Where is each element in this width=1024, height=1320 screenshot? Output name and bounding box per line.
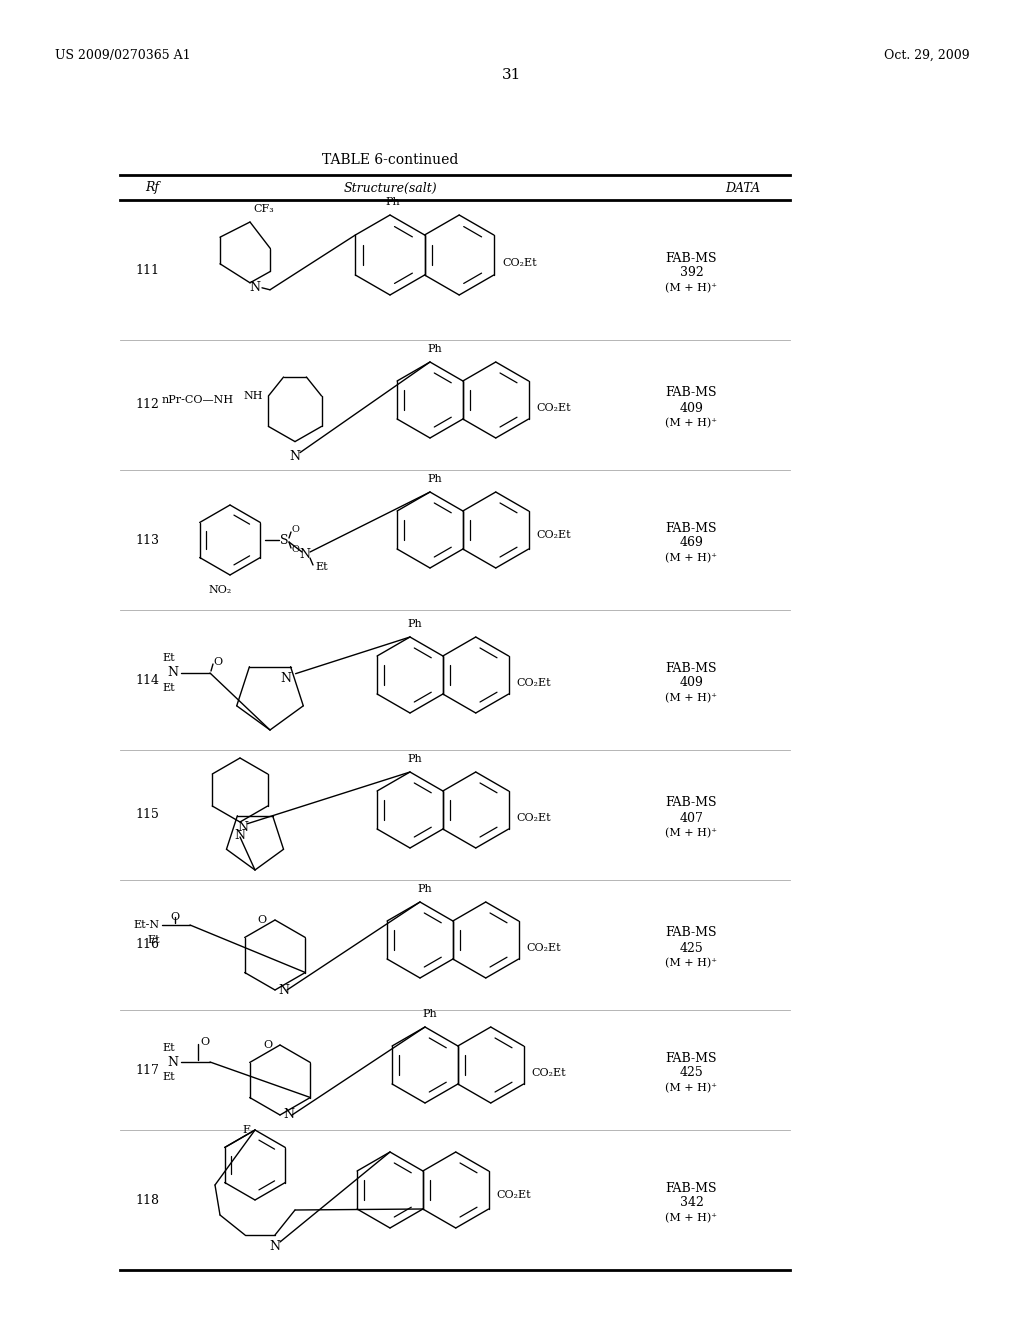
Text: 115: 115 <box>135 808 159 821</box>
Text: 409: 409 <box>680 676 703 689</box>
Text: NH: NH <box>244 391 263 401</box>
Text: nPr-CO—NH: nPr-CO—NH <box>162 395 234 405</box>
Text: N: N <box>269 1239 281 1253</box>
Text: 112: 112 <box>135 399 159 412</box>
Text: CO₂Et: CO₂Et <box>526 942 561 953</box>
Text: 116: 116 <box>135 939 159 952</box>
Text: DATA: DATA <box>725 181 760 194</box>
Text: (M + H)⁺: (M + H)⁺ <box>665 418 717 428</box>
Text: FAB-MS: FAB-MS <box>665 796 717 809</box>
Text: S: S <box>280 533 289 546</box>
Text: 342: 342 <box>680 1196 703 1209</box>
Text: Et: Et <box>163 1043 175 1053</box>
Text: Et: Et <box>147 935 160 945</box>
Text: O: O <box>292 525 300 535</box>
Text: O: O <box>213 657 222 667</box>
Text: O: O <box>258 915 267 925</box>
Text: 113: 113 <box>135 533 159 546</box>
Text: CO₂Et: CO₂Et <box>537 531 571 540</box>
Text: N: N <box>299 549 310 561</box>
Text: F: F <box>243 1125 250 1135</box>
Text: 118: 118 <box>135 1193 159 1206</box>
Text: N: N <box>167 1056 178 1068</box>
Text: 111: 111 <box>135 264 159 276</box>
Text: Structure(salt): Structure(salt) <box>343 181 437 194</box>
Text: 469: 469 <box>680 536 703 549</box>
Text: 117: 117 <box>135 1064 159 1077</box>
Text: Ph: Ph <box>407 754 422 764</box>
Text: 114: 114 <box>135 673 159 686</box>
Text: Et: Et <box>315 562 328 572</box>
Text: CO₂Et: CO₂Et <box>517 813 551 822</box>
Text: CO₂Et: CO₂Et <box>517 678 551 688</box>
Text: 425: 425 <box>680 1067 703 1080</box>
Text: US 2009/0270365 A1: US 2009/0270365 A1 <box>55 49 190 62</box>
Text: CO₂Et: CO₂Et <box>531 1068 566 1078</box>
Text: N: N <box>283 1109 294 1122</box>
Text: FAB-MS: FAB-MS <box>665 661 717 675</box>
Text: O: O <box>170 912 179 921</box>
Text: Rf: Rf <box>145 181 159 194</box>
Text: Et: Et <box>163 1072 175 1082</box>
Text: 407: 407 <box>680 812 703 825</box>
Text: 409: 409 <box>680 401 703 414</box>
Text: (M + H)⁺: (M + H)⁺ <box>665 553 717 564</box>
Text: N: N <box>167 667 178 680</box>
Text: CO₂Et: CO₂Et <box>497 1191 531 1200</box>
Text: N: N <box>250 281 260 294</box>
Text: O: O <box>292 545 300 554</box>
Text: Et: Et <box>163 653 175 663</box>
Text: FAB-MS: FAB-MS <box>665 387 717 400</box>
Text: Ph: Ph <box>385 197 399 207</box>
Text: Oct. 29, 2009: Oct. 29, 2009 <box>885 49 970 62</box>
Text: NO₂: NO₂ <box>208 585 231 595</box>
Text: CO₂Et: CO₂Et <box>537 403 571 413</box>
Text: (M + H)⁺: (M + H)⁺ <box>665 958 717 968</box>
Text: 425: 425 <box>680 941 703 954</box>
Text: CF₃: CF₃ <box>253 205 273 214</box>
Text: N: N <box>237 821 248 834</box>
Text: TABLE 6-continued: TABLE 6-continued <box>322 153 458 168</box>
Text: O: O <box>200 1038 209 1047</box>
Text: FAB-MS: FAB-MS <box>665 1052 717 1064</box>
Text: Ph: Ph <box>407 619 422 630</box>
Text: (M + H)⁺: (M + H)⁺ <box>665 828 717 838</box>
Text: 392: 392 <box>680 267 703 280</box>
Text: N: N <box>281 672 291 685</box>
Text: FAB-MS: FAB-MS <box>665 252 717 264</box>
Text: FAB-MS: FAB-MS <box>665 927 717 940</box>
Text: (M + H)⁺: (M + H)⁺ <box>665 1082 717 1093</box>
Text: CO₂Et: CO₂Et <box>502 257 537 268</box>
Text: FAB-MS: FAB-MS <box>665 521 717 535</box>
Text: 31: 31 <box>503 69 521 82</box>
Text: Et-N: Et-N <box>134 920 160 931</box>
Text: Ph: Ph <box>427 345 441 354</box>
Text: N: N <box>234 829 246 842</box>
Text: N: N <box>278 983 289 997</box>
Text: Ph: Ph <box>427 474 441 484</box>
Text: Ph: Ph <box>422 1008 437 1019</box>
Text: (M + H)⁺: (M + H)⁺ <box>665 693 717 704</box>
Text: Et: Et <box>163 682 175 693</box>
Text: FAB-MS: FAB-MS <box>665 1181 717 1195</box>
Text: (M + H)⁺: (M + H)⁺ <box>665 1213 717 1224</box>
Text: N: N <box>290 450 300 462</box>
Text: (M + H)⁺: (M + H)⁺ <box>665 282 717 293</box>
Text: Ph: Ph <box>417 884 432 894</box>
Text: O: O <box>263 1040 272 1049</box>
